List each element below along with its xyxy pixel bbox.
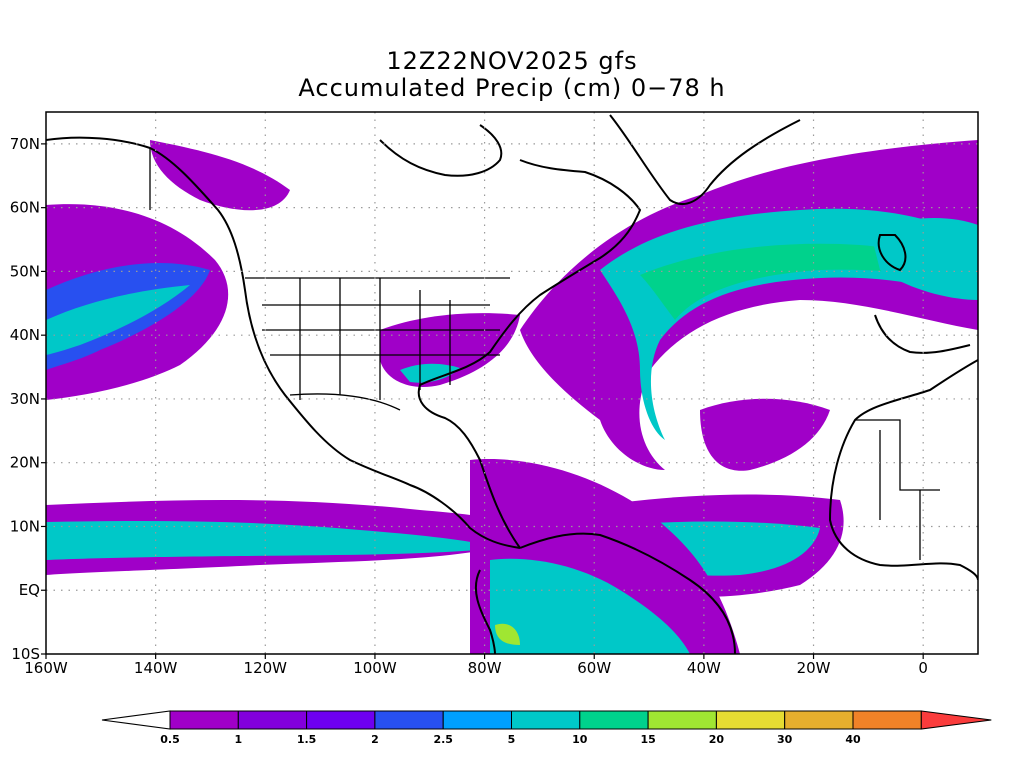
coast-south-america xyxy=(474,532,736,654)
colorbar-swatch xyxy=(852,710,922,730)
lon-label: 40W xyxy=(687,659,721,677)
precip-central-atlantic xyxy=(700,398,830,471)
lat-label: 70N xyxy=(10,135,40,153)
map-subtitle: Accumulated Precip (cm) 0−78 h xyxy=(298,74,726,102)
colorbar-swatch xyxy=(511,710,581,730)
precip-pacific-itcz-core xyxy=(46,520,500,560)
colorbar-label: 5 xyxy=(508,733,516,746)
colorbar-low-arrow xyxy=(101,710,171,730)
colorbar-swatch xyxy=(306,710,376,730)
precip-north-pacific-core xyxy=(46,285,190,355)
lat-label: 60N xyxy=(10,199,40,217)
colorbar-swatch xyxy=(442,710,513,730)
colorbar-label: 30 xyxy=(777,733,793,746)
lat-label: 50N xyxy=(10,262,40,280)
coast-greenland xyxy=(609,114,801,205)
lon-label: 120W xyxy=(244,659,288,677)
colorbar-label: 20 xyxy=(709,733,725,746)
colorbar-label: 15 xyxy=(640,733,655,746)
coast-north-america xyxy=(46,136,642,549)
political-borders xyxy=(149,148,940,560)
plot-frame xyxy=(45,111,979,655)
map-title: 12Z22NOV2025 gfs xyxy=(386,47,638,75)
lon-label: 80W xyxy=(468,659,502,677)
colorbar-swatch xyxy=(715,710,786,730)
colorbar-label: 10 xyxy=(572,733,588,746)
lat-label: EQ xyxy=(19,581,40,599)
coast-hudson xyxy=(379,124,503,177)
precip-gulf-coast xyxy=(400,363,460,383)
colorbar-swatch xyxy=(237,710,308,730)
graticule xyxy=(46,112,978,654)
colorbar-label: 40 xyxy=(845,733,861,746)
colorbar-swatch xyxy=(647,710,717,730)
colorbar-label: 1.5 xyxy=(297,733,317,746)
coast-africa xyxy=(828,359,978,581)
lat-label: 20N xyxy=(10,454,40,472)
lat-label: 40N xyxy=(10,326,40,344)
coast-britain xyxy=(877,234,907,272)
precip-amazon-green xyxy=(495,623,520,645)
lon-label: 20W xyxy=(797,659,831,677)
lon-label: 0 xyxy=(918,659,928,677)
lat-label: 10S xyxy=(11,645,40,663)
colorbar-swatch xyxy=(169,710,239,730)
colorbar-label: 2 xyxy=(371,733,379,746)
lon-label: 140W xyxy=(134,659,178,677)
colorbar-swatch xyxy=(374,710,444,730)
colorbar: 0.5 1 1.5 2 2.5 5 10 15 20 30 40 xyxy=(101,710,992,746)
lon-label: 60W xyxy=(577,659,611,677)
precip-amazon-core xyxy=(490,558,690,654)
coastlines xyxy=(46,114,978,654)
lon-label: 160W xyxy=(24,659,68,677)
colorbar-label: 2.5 xyxy=(433,733,453,746)
longitude-labels: 160W 140W 120W 100W 80W 60W 40W 20W 0 xyxy=(24,654,928,677)
precip-field xyxy=(46,140,978,654)
lat-label: 10N xyxy=(10,517,40,535)
precip-alaska xyxy=(150,140,290,211)
colorbar-high-arrow xyxy=(920,710,992,730)
colorbar-label: 0.5 xyxy=(160,733,180,746)
colorbar-label: 1 xyxy=(234,733,242,746)
lat-label: 30N xyxy=(10,390,40,408)
lon-label: 100W xyxy=(353,659,397,677)
coast-iberia xyxy=(874,314,971,354)
colorbar-swatch xyxy=(784,710,854,730)
colorbar-swatch xyxy=(579,710,649,730)
latitude-labels: 70N 60N 50N 40N 30N 20N 10N EQ 10S xyxy=(10,135,46,663)
